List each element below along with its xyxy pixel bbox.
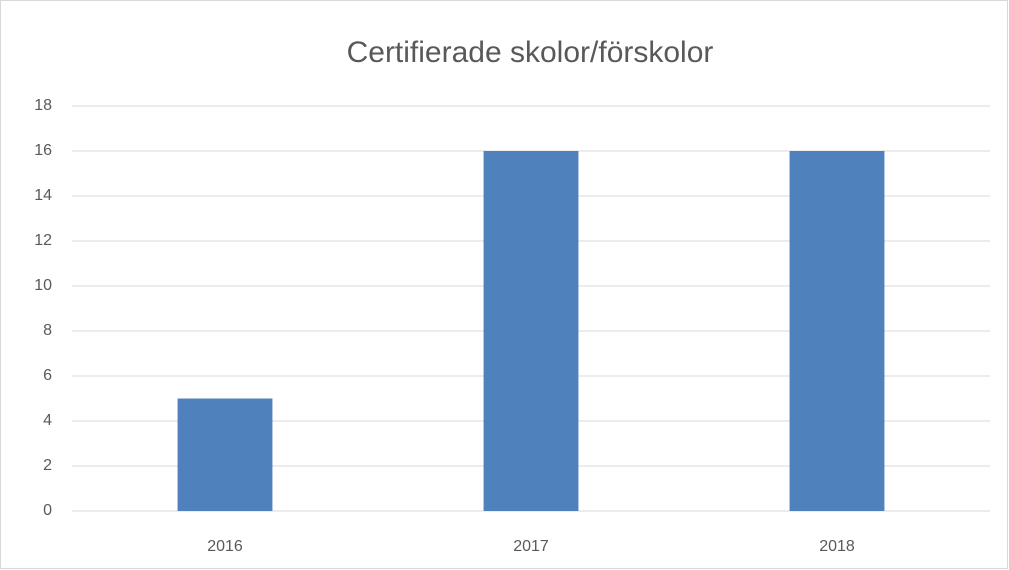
- y-tick-label: 2: [43, 457, 52, 474]
- y-tick-label: 8: [43, 322, 52, 339]
- chart-title: Certifierade skolor/förskolor: [347, 36, 714, 69]
- y-tick-label: 6: [43, 367, 52, 384]
- x-tick-label: 2018: [819, 538, 855, 555]
- y-tick-label: 12: [34, 232, 52, 249]
- bar: [789, 151, 885, 511]
- bar: [177, 398, 273, 511]
- x-tick-label: 2017: [513, 538, 549, 555]
- y-tick-label: 10: [34, 277, 52, 294]
- x-tick-label: 2016: [207, 538, 243, 555]
- bar: [483, 151, 579, 511]
- y-tick-label: 14: [34, 187, 52, 204]
- y-tick-label: 18: [34, 97, 52, 114]
- y-tick-label: 4: [43, 412, 52, 429]
- y-tick-label: 16: [34, 142, 52, 159]
- y-tick-label: 0: [43, 502, 52, 519]
